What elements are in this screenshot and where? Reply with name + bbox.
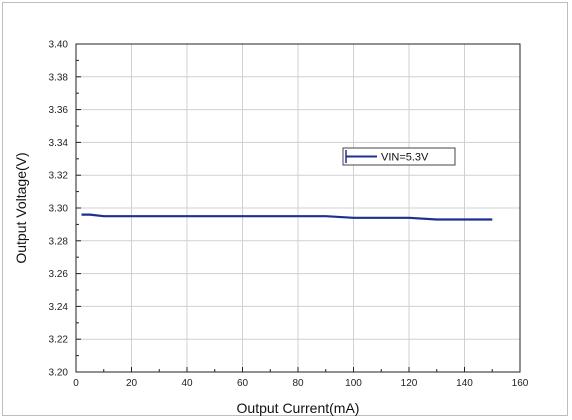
y-tick-label: 3.34 bbox=[49, 138, 69, 149]
x-tick-label: 160 bbox=[512, 378, 529, 389]
x-tick-label: 0 bbox=[73, 378, 79, 389]
y-tick-label: 3.20 bbox=[49, 368, 69, 379]
y-tick-label: 3.36 bbox=[49, 105, 69, 116]
y-tick-label: 3.32 bbox=[49, 171, 69, 182]
legend: VIN=5.3V bbox=[342, 147, 456, 166]
tick-labels: 0 20 40 60 80 100 120 140 160 3.20 3.22 3.24 3.26 3.2… bbox=[49, 40, 529, 390]
legend-label: VIN=5.3V bbox=[381, 152, 429, 164]
axis-ticks bbox=[75, 43, 521, 373]
x-tick-label: 100 bbox=[345, 378, 362, 389]
x-tick-label: 120 bbox=[401, 378, 418, 389]
y-tick-label: 3.22 bbox=[49, 335, 69, 346]
x-tick-label: 140 bbox=[456, 378, 473, 389]
x-axis-title: Output Current(mA) bbox=[237, 400, 360, 416]
x-tick-label: 60 bbox=[237, 378, 249, 389]
y-tick-label: 3.28 bbox=[49, 236, 69, 247]
y-tick-label: 3.38 bbox=[49, 72, 69, 83]
y-tick-label: 3.24 bbox=[49, 302, 69, 313]
chart-frame bbox=[2, 2, 568, 416]
y-axis-title: Output Voltage(V) bbox=[13, 152, 29, 263]
x-tick-label: 40 bbox=[181, 378, 193, 389]
legend-box bbox=[342, 147, 456, 166]
y-tick-label: 3.26 bbox=[49, 269, 69, 280]
x-tick-label: 20 bbox=[126, 378, 138, 389]
series bbox=[81, 213, 493, 221]
y-tick-label: 3.30 bbox=[49, 204, 69, 215]
series-line bbox=[81, 213, 493, 221]
y-tick-label: 3.40 bbox=[49, 40, 69, 51]
grid bbox=[76, 44, 520, 372]
x-tick-label: 80 bbox=[292, 378, 304, 389]
